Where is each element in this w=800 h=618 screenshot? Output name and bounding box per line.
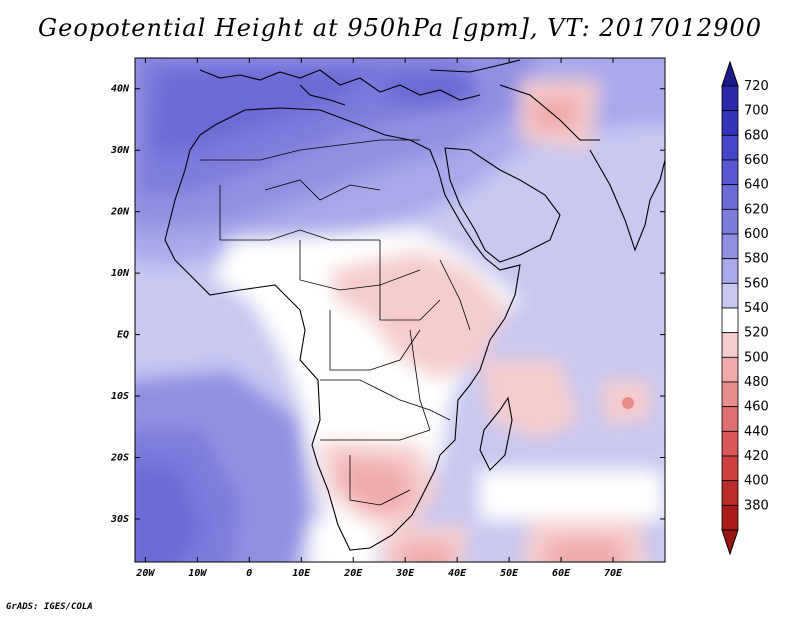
colorbar-swatch bbox=[721, 406, 739, 432]
high-spot bbox=[622, 397, 634, 409]
longitude-axis: 20W 10W 0 10E 20E 30E 40E 50E 60E 70E bbox=[135, 58, 623, 579]
lon-label: 60E bbox=[552, 568, 571, 579]
colorbar: 720 700 680 660 640 620 600 580 560 540 520 500 480 4… bbox=[721, 60, 769, 556]
height-field bbox=[135, 58, 665, 562]
lat-label: 30S bbox=[110, 514, 129, 525]
latitude-axis: 40N 30N 20N 10N EQ 10S 20S 30S bbox=[110, 84, 665, 525]
colorbar-label: 500 bbox=[744, 350, 769, 365]
colorbar-swatch bbox=[721, 381, 739, 408]
colorbar-bottom-arrow bbox=[721, 529, 739, 556]
lat-label: 30N bbox=[110, 145, 130, 156]
colorbar-swatch bbox=[721, 307, 739, 334]
colorbar-swatch bbox=[721, 282, 739, 309]
lon-label: 20W bbox=[135, 568, 155, 579]
colorbar-swatch bbox=[721, 258, 739, 284]
colorbar-label: 560 bbox=[744, 276, 769, 291]
colorbar-swatch bbox=[721, 85, 739, 112]
colorbar-swatch bbox=[721, 233, 739, 260]
colorbar-swatch bbox=[721, 504, 739, 531]
colorbar-swatch bbox=[721, 208, 739, 235]
colorbar-swatch bbox=[721, 110, 739, 136]
colorbar-top-arrow bbox=[721, 60, 739, 87]
colorbar-label: 640 bbox=[744, 178, 769, 193]
lon-label: 10E bbox=[292, 568, 311, 579]
lat-label: 10S bbox=[111, 391, 129, 402]
colorbar-label: 380 bbox=[744, 498, 769, 513]
lon-label: 50E bbox=[500, 568, 519, 579]
colorbar-label: 400 bbox=[744, 474, 769, 489]
lat-label: 20N bbox=[110, 207, 130, 218]
colorbar-label: 420 bbox=[744, 449, 769, 464]
colorbar-label: 460 bbox=[744, 400, 769, 415]
lon-label: 20E bbox=[343, 568, 363, 579]
colorbar-label: 600 bbox=[744, 227, 769, 242]
colorbar-swatch bbox=[721, 455, 739, 482]
colorbar-swatch bbox=[721, 480, 739, 506]
country-borders bbox=[200, 139, 471, 506]
lat-label: 20S bbox=[110, 453, 129, 464]
colorbar-label: 660 bbox=[744, 153, 769, 168]
colorbar-label: 700 bbox=[744, 104, 769, 119]
lon-label: 30E bbox=[395, 568, 415, 579]
lat-label: 40N bbox=[111, 84, 130, 95]
colorbar-swatch bbox=[721, 332, 739, 358]
colorbar-label: 440 bbox=[744, 424, 769, 439]
credit-text: GrADS: IGES/COLA bbox=[6, 602, 93, 612]
colorbar-label: 720 bbox=[744, 79, 769, 94]
colorbar-label: 540 bbox=[744, 301, 769, 316]
colorbar-label: 680 bbox=[744, 128, 769, 143]
lat-label: 10N bbox=[111, 268, 130, 279]
colorbar-swatch bbox=[721, 159, 739, 186]
colorbar-label: 580 bbox=[744, 252, 769, 267]
map-frame bbox=[134, 57, 666, 563]
colorbar-label: 620 bbox=[744, 202, 769, 217]
colorbar-swatch bbox=[721, 430, 739, 457]
lon-label: 40E bbox=[448, 568, 467, 579]
map-title: Geopotential Height at 950hPa [gpm], VT:… bbox=[38, 14, 762, 42]
colorbar-swatch bbox=[721, 134, 739, 161]
lon-label: 10W bbox=[188, 568, 207, 579]
lat-label: EQ bbox=[117, 330, 129, 341]
colorbar-swatch bbox=[721, 356, 739, 383]
coastlines bbox=[164, 59, 665, 551]
colorbar-label: 520 bbox=[744, 326, 769, 341]
lon-label: 0 bbox=[246, 568, 252, 579]
lon-label: 70E bbox=[604, 568, 623, 579]
colorbar-swatch bbox=[721, 184, 739, 210]
colorbar-label: 480 bbox=[744, 375, 769, 390]
